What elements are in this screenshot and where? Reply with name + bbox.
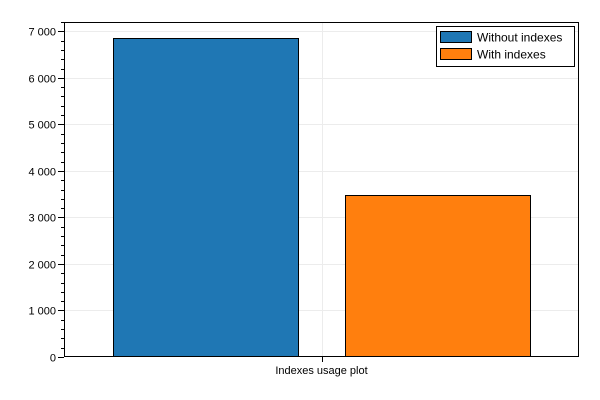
x-category-label: Indexes usage plot bbox=[275, 365, 367, 377]
y-axis: 0 1 000 2 000 3 000 4 000 5 000 6 000 7 000 bbox=[28, 22, 64, 365]
bars bbox=[113, 38, 531, 357]
bar-with-indexes bbox=[345, 195, 531, 357]
plot-area-frame bbox=[64, 22, 579, 357]
y-tick-label: 7 000 bbox=[28, 27, 56, 39]
y-tick-label: 3 000 bbox=[28, 213, 56, 225]
bar-without-indexes bbox=[113, 38, 299, 357]
y-tick-label: 0 bbox=[50, 353, 56, 365]
legend-label: With indexes bbox=[477, 48, 546, 62]
x-axis: Indexes usage plot bbox=[275, 357, 368, 377]
legend-label: Without indexes bbox=[477, 31, 562, 45]
y-tick-label: 4 000 bbox=[28, 167, 56, 179]
y-tick-label: 6 000 bbox=[28, 74, 56, 86]
y-tick-label: 5 000 bbox=[28, 120, 56, 132]
legend-swatch bbox=[440, 48, 472, 60]
legend-swatch bbox=[440, 31, 472, 43]
legend: Without indexes With indexes bbox=[436, 26, 575, 67]
y-tick-label: 1 000 bbox=[28, 306, 56, 318]
y-tick-label: 2 000 bbox=[28, 260, 56, 272]
